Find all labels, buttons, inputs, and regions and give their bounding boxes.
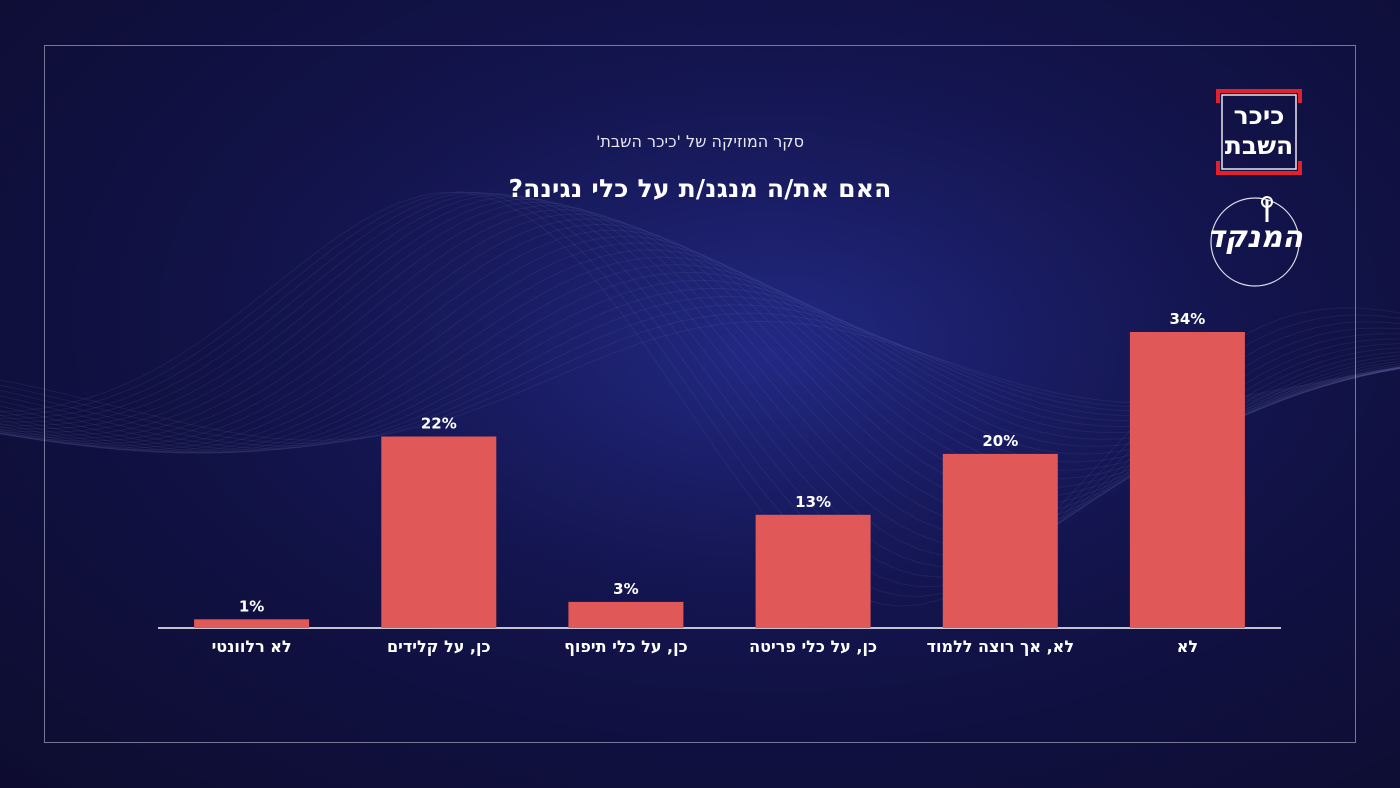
hamenaked-logo: המנקד <box>1205 192 1305 292</box>
data-label: 1% <box>239 597 264 615</box>
category-label: כן, על כלי תיפוף <box>564 637 688 656</box>
logo-line-1: כיכר <box>1233 101 1285 130</box>
category-label: לא רלוונטי <box>212 637 292 656</box>
category-label: לא, אך רוצה ללמוד <box>927 637 1074 656</box>
chart-frame <box>44 45 1356 743</box>
bar <box>381 436 497 628</box>
data-label: 3% <box>613 580 638 598</box>
bar <box>755 514 871 628</box>
category-label: כן, על כלי פריטה <box>749 637 877 656</box>
hamenaked-logo-text: המנקד <box>1207 220 1303 255</box>
chart-title: האם את/ה מנגנ/ת על כלי נגינה? <box>508 174 892 203</box>
bar <box>1129 332 1245 628</box>
data-label: 20% <box>982 432 1018 450</box>
category-label: לא <box>1177 637 1198 656</box>
bar <box>942 453 1058 628</box>
data-label: 22% <box>421 415 457 433</box>
logo-line-2: השבת <box>1224 131 1294 160</box>
chart-subtitle: סקר המוזיקה של 'כיכר השבת' <box>595 132 805 151</box>
bar <box>568 601 684 628</box>
data-label: 13% <box>795 493 831 511</box>
category-label: כן, על קלידים <box>387 637 491 656</box>
kikar-hashabat-logo: כיכר השבת <box>1216 89 1302 175</box>
data-label: 34% <box>1169 310 1205 328</box>
bar <box>194 619 310 628</box>
